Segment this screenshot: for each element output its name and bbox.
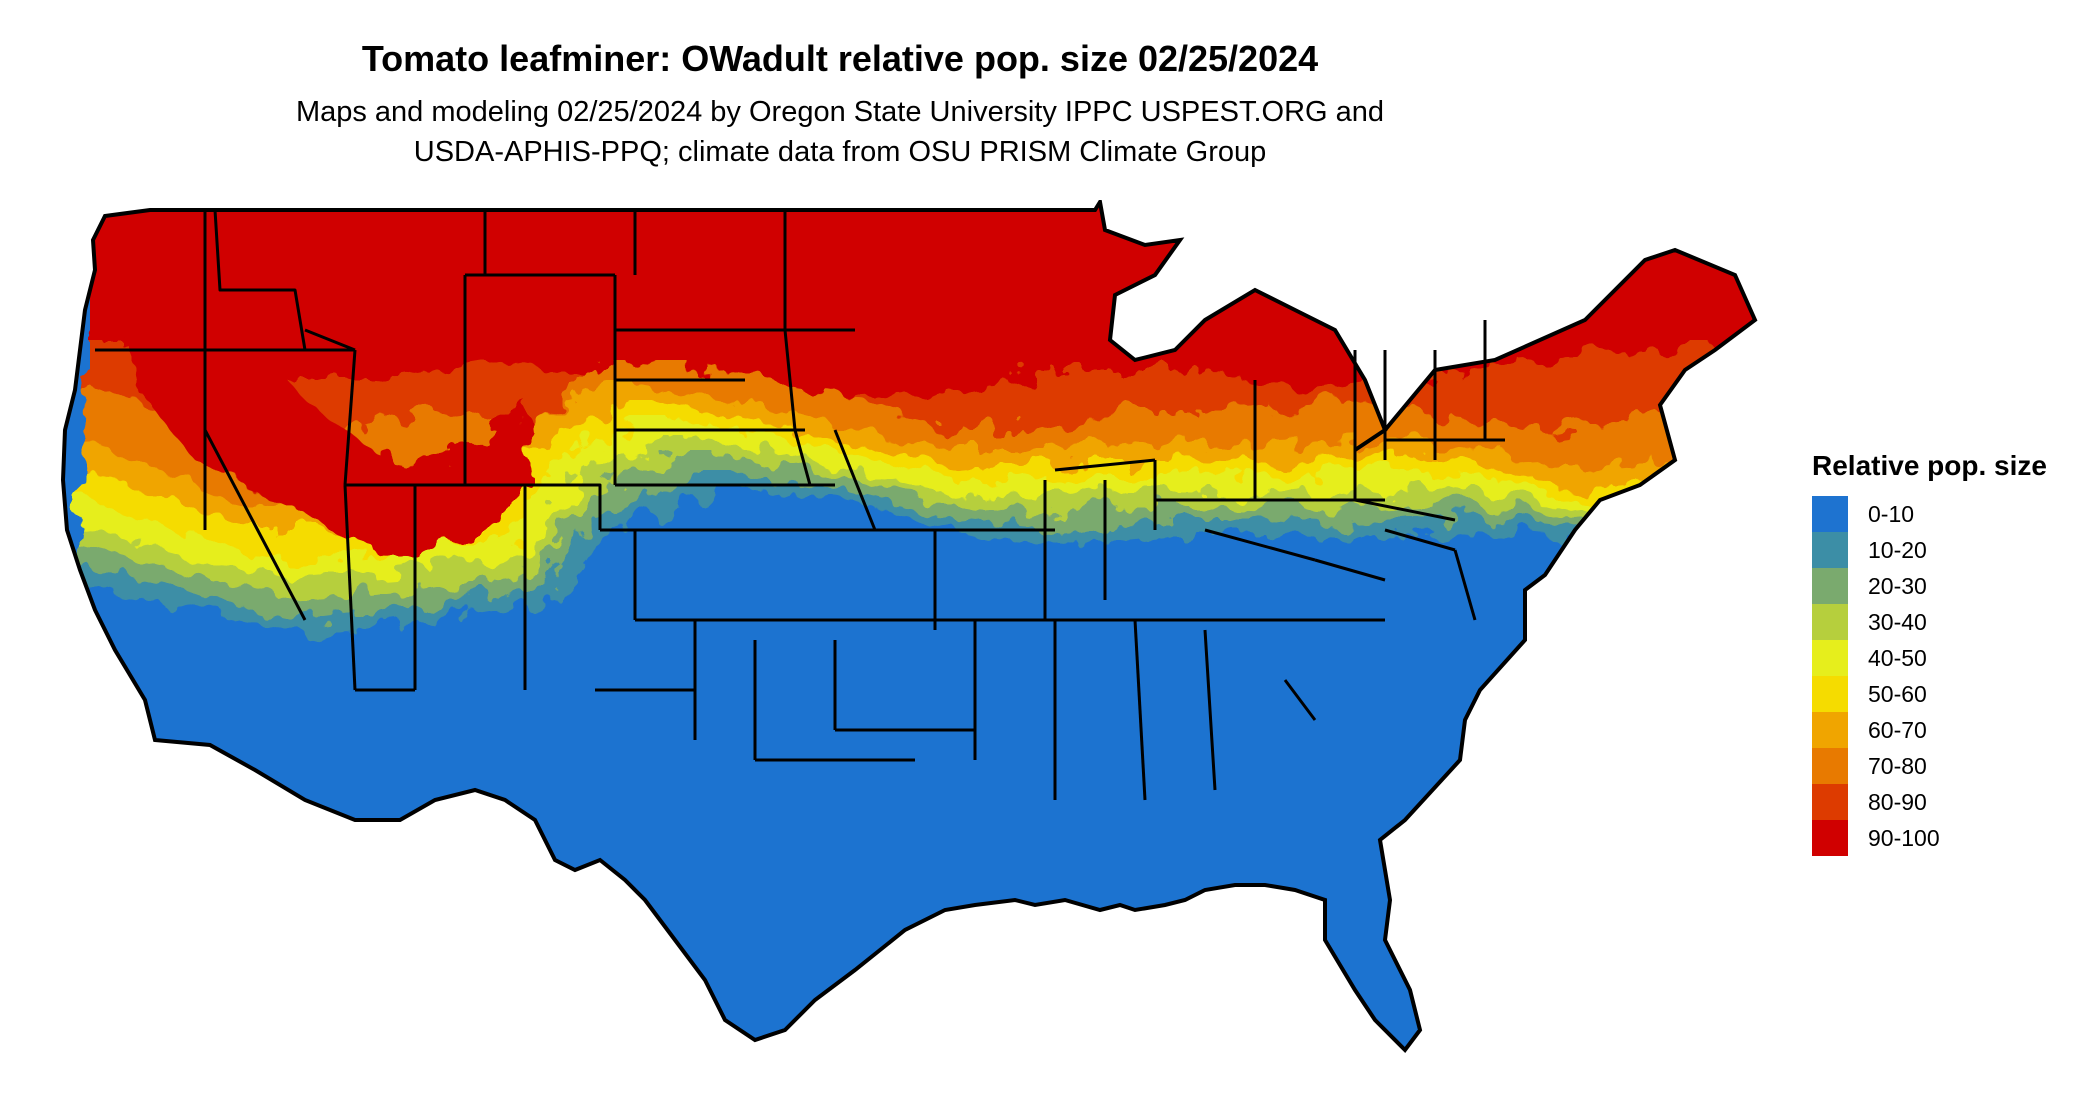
legend-title: Relative pop. size: [1812, 450, 2047, 481]
state-border: [1384, 528, 1456, 552]
legend-item: 40-50: [1812, 640, 2072, 676]
legend-item: 20-30: [1812, 568, 2072, 604]
legend-swatch: [1812, 532, 1848, 568]
legend-label: 20-30: [1868, 572, 1927, 599]
state-border: [833, 429, 877, 531]
legend-swatch: [1812, 496, 1848, 532]
us-map: [61, 200, 1757, 1052]
subtitle-line-2: USDA-APHIS-PPQ; climate data from OSU PR…: [413, 136, 1267, 168]
legend-label: 40-50: [1868, 644, 1927, 671]
legend-swatch: [1812, 568, 1848, 604]
legend-swatch: [1812, 676, 1848, 712]
state-border: [213, 209, 307, 351]
state-border: [1453, 549, 1477, 621]
legend-swatch: [1812, 640, 1848, 676]
legend-swatch: [1812, 748, 1848, 784]
legend-swatch: [1812, 820, 1848, 856]
legend-item: 80-90: [1812, 784, 2072, 820]
legend-item: 50-60: [1812, 676, 2072, 712]
legend-swatch: [1812, 604, 1848, 640]
map-subtitle: Maps and modeling 02/25/2024 by Oregon S…: [0, 92, 1680, 172]
legend-item: 70-80: [1812, 748, 2072, 784]
legend-item: 10-20: [1812, 532, 2072, 568]
legend-label: 0-10: [1868, 500, 1915, 527]
population-zones: [63, 202, 1755, 1050]
state-boundaries: [95, 209, 1505, 801]
state-border: [304, 328, 356, 352]
legend-label: 90-100: [1868, 824, 1940, 851]
state-border: [1204, 528, 1316, 562]
state-border: [203, 429, 307, 621]
state-border: [343, 349, 357, 486]
legend-item: 30-40: [1812, 604, 2072, 640]
legend-label: 50-60: [1868, 680, 1927, 707]
legend-item: 0-10: [1812, 496, 2072, 532]
map-title: Tomato leafminer: OWadult relative pop. …: [361, 38, 1319, 79]
state-border: [1054, 458, 1156, 472]
legend: Relative pop. size 0-10 10-20 20-30 30-40 40…: [1812, 450, 2072, 856]
legend-rows: 0-10 10-20 20-30 30-40 40-50 50-60 60-70 70-80 8…: [1812, 496, 2072, 856]
state-border: [1314, 558, 1386, 582]
state-border: [783, 210, 812, 486]
legend-label: 70-80: [1868, 752, 1927, 779]
state-border: [1354, 498, 1456, 522]
legend-swatch: [1812, 784, 1848, 820]
legend-swatch: [1812, 712, 1848, 748]
state-border: [525, 483, 602, 530]
legend-item: 90-100: [1812, 820, 2072, 856]
subtitle-line-1: Maps and modeling 02/25/2024 by Oregon S…: [295, 96, 1385, 128]
legend-label: 60-70: [1868, 716, 1927, 743]
state-border: [1203, 629, 1217, 791]
state-border: [1283, 679, 1317, 721]
legend-label: 10-20: [1868, 536, 1927, 563]
legend-label: 80-90: [1868, 788, 1927, 815]
legend-label: 30-40: [1868, 608, 1927, 635]
state-border: [1133, 619, 1147, 801]
state-border: [343, 484, 357, 691]
legend-item: 60-70: [1812, 712, 2072, 748]
zone-highland-90-100: [115, 320, 535, 560]
